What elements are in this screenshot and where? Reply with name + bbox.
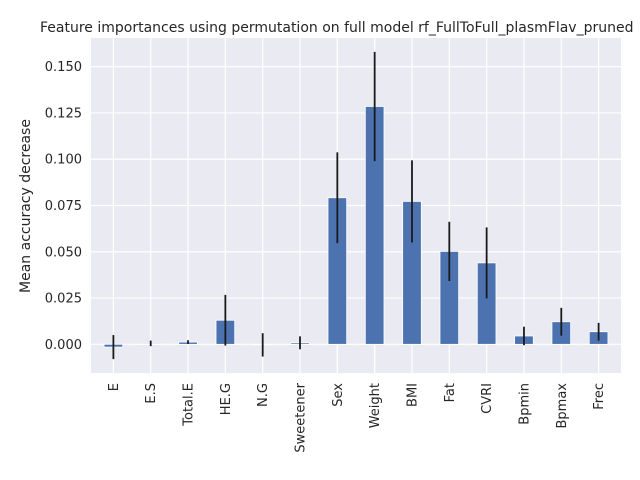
x-tick-label: HE.G <box>219 383 234 415</box>
x-tick-label: E <box>107 383 122 391</box>
chart-title: Feature importances using permutation on… <box>40 20 633 36</box>
y-tick-label: 0.125 <box>45 106 82 121</box>
y-tick-label: 0.100 <box>45 153 82 168</box>
y-tick-label: 0.150 <box>45 60 82 75</box>
y-tick-label: 0.025 <box>45 292 82 307</box>
y-tick-label: 0.075 <box>45 199 82 214</box>
y-tick-labels: 0.000 0.025 0.050 0.075 0.100 0.125 0.150 <box>45 60 82 353</box>
x-tick-label: N.G <box>256 383 271 407</box>
x-tick-labels: E E.S Total.E HE.G N.G Sweetener Sex Weight BMI F… <box>107 382 607 452</box>
x-tick-label: Bpmin <box>517 383 532 425</box>
x-tick-label: BMI <box>405 383 420 407</box>
x-tick-label: Bpmax <box>555 383 570 429</box>
x-tick-label: CVRI <box>480 383 495 414</box>
x-tick-label: Fat <box>443 383 458 402</box>
x-tick-label: Frec <box>592 383 607 410</box>
x-tick-label: Sweetener <box>294 382 309 452</box>
y-tick-label: 0.050 <box>45 245 82 260</box>
x-tick-label: Weight <box>368 383 383 428</box>
x-tick-label: Total.E <box>182 383 197 427</box>
x-tick-label: Sex <box>331 383 346 407</box>
y-axis-label: Mean accuracy decrease <box>18 119 34 293</box>
error-bars <box>112 51 600 360</box>
y-tick-label: 0.000 <box>45 338 82 353</box>
x-tick-label: E.S <box>144 383 159 404</box>
